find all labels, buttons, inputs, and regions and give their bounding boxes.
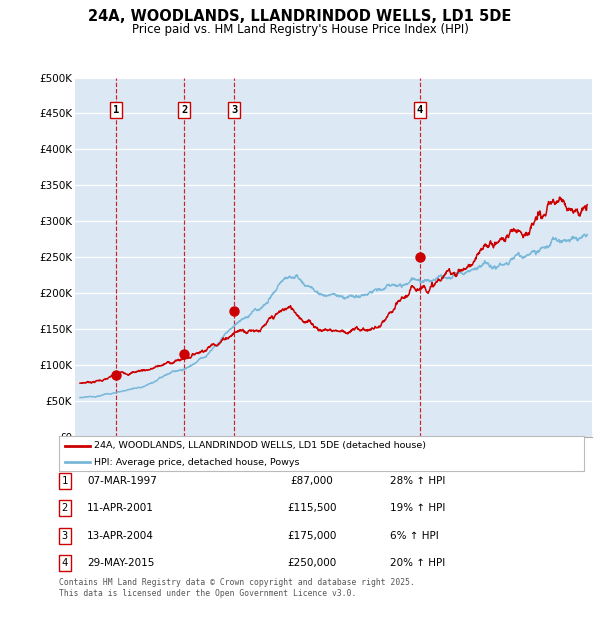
Text: This data is licensed under the Open Government Licence v3.0.: This data is licensed under the Open Gov…: [59, 588, 356, 598]
Text: 3: 3: [62, 531, 68, 541]
Text: 29-MAY-2015: 29-MAY-2015: [87, 558, 154, 568]
Text: 4: 4: [416, 105, 423, 115]
Text: 24A, WOODLANDS, LLANDRINDOD WELLS, LD1 5DE: 24A, WOODLANDS, LLANDRINDOD WELLS, LD1 5…: [88, 9, 512, 24]
Text: 13-APR-2004: 13-APR-2004: [87, 531, 154, 541]
Text: 07-MAR-1997: 07-MAR-1997: [87, 476, 157, 486]
Text: 6% ↑ HPI: 6% ↑ HPI: [390, 531, 439, 541]
Text: 4: 4: [62, 558, 68, 568]
Text: £175,000: £175,000: [287, 531, 337, 541]
Text: 19% ↑ HPI: 19% ↑ HPI: [390, 503, 445, 513]
Text: Price paid vs. HM Land Registry's House Price Index (HPI): Price paid vs. HM Land Registry's House …: [131, 23, 469, 36]
Text: £115,500: £115,500: [287, 503, 337, 513]
Text: 24A, WOODLANDS, LLANDRINDOD WELLS, LD1 5DE (detached house): 24A, WOODLANDS, LLANDRINDOD WELLS, LD1 5…: [95, 441, 427, 450]
Text: HPI: Average price, detached house, Powys: HPI: Average price, detached house, Powy…: [95, 458, 300, 467]
Text: Contains HM Land Registry data © Crown copyright and database right 2025.: Contains HM Land Registry data © Crown c…: [59, 577, 415, 587]
Text: 11-APR-2001: 11-APR-2001: [87, 503, 154, 513]
Text: £87,000: £87,000: [290, 476, 334, 486]
Text: 2: 2: [181, 105, 188, 115]
Text: £250,000: £250,000: [287, 558, 337, 568]
Text: 1: 1: [113, 105, 119, 115]
Text: 2: 2: [62, 503, 68, 513]
Text: 1: 1: [62, 476, 68, 486]
Text: 20% ↑ HPI: 20% ↑ HPI: [390, 558, 445, 568]
Text: 3: 3: [231, 105, 238, 115]
Text: 28% ↑ HPI: 28% ↑ HPI: [390, 476, 445, 486]
